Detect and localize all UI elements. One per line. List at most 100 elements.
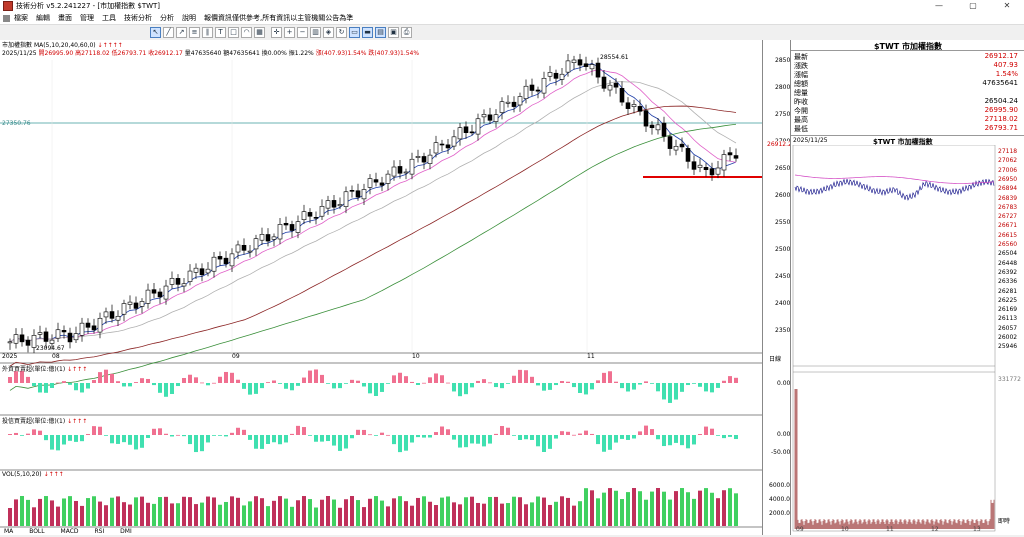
rect-tool-icon[interactable]: □ <box>228 26 239 38</box>
channel-tool-icon[interactable]: ∥ <box>202 26 213 38</box>
layout2-icon[interactable]: ▬ <box>362 26 373 38</box>
price-tag: 26912.2 <box>767 141 792 148</box>
menu-analysis[interactable]: 分析 <box>160 14 174 22</box>
menu-file[interactable]: 檔案 <box>14 14 28 22</box>
dealer-bar <box>686 435 690 449</box>
volume-bar <box>146 502 150 526</box>
close-button[interactable]: ✕ <box>1003 1 1011 10</box>
time-11: 11 <box>886 526 894 533</box>
volume-bar <box>158 497 162 526</box>
dealer-bar <box>344 435 348 449</box>
candle-body <box>637 106 643 112</box>
foreign-bar <box>260 383 264 389</box>
print-icon[interactable]: ⎙ <box>401 26 412 38</box>
candle-body <box>535 89 541 92</box>
tab-boll[interactable]: BOLL <box>29 528 45 535</box>
fib-tool-icon[interactable]: ≡ <box>189 26 200 38</box>
candle-body <box>625 102 631 109</box>
maximize-button[interactable]: ▢ <box>969 1 977 10</box>
chart-area[interactable]: 市加權指數 MA(5,10,20,40,60,0) ↓↑↑↑↑ 2025/11/… <box>0 40 762 535</box>
intraday-tick: 26504 <box>998 250 1018 258</box>
tick-26000: 26000 <box>775 192 795 199</box>
dealer-bar <box>374 435 378 436</box>
dealer-tick-50: -50.00 <box>771 449 791 456</box>
foreign-bar <box>644 381 648 383</box>
menu-technical[interactable]: 技術分析 <box>124 14 152 22</box>
volume-bar <box>386 506 390 526</box>
zoom-in-icon[interactable]: + <box>284 26 295 38</box>
menu-manage[interactable]: 管理 <box>80 14 94 22</box>
quote-row-amount: 總額 47635641 <box>794 79 1022 88</box>
candle-body <box>445 144 451 149</box>
volume-bar <box>704 488 708 526</box>
text-tool-icon[interactable]: T <box>215 26 226 38</box>
layout3-icon[interactable]: ▤ <box>375 26 386 38</box>
dealer-bar <box>248 435 252 440</box>
tab-rsi[interactable]: RSI <box>94 528 105 535</box>
save-icon[interactable]: ▣ <box>388 26 399 38</box>
arc-tool-icon[interactable]: ◠ <box>241 26 252 38</box>
quote-key: 總量 <box>794 89 808 97</box>
menu-view[interactable]: 畫面 <box>58 14 72 22</box>
dealer-bar <box>368 434 372 436</box>
foreign-bar <box>500 383 504 389</box>
foreign-bar <box>446 382 450 384</box>
minimize-button[interactable]: — <box>935 1 943 10</box>
cursor-tool-icon[interactable]: ↖ <box>150 26 161 38</box>
intraday-tick: 26839 <box>998 194 1018 202</box>
candle-body <box>499 101 505 113</box>
volume-bar <box>248 501 252 526</box>
volume-bar <box>716 498 720 526</box>
dealer-bar <box>644 425 648 435</box>
layout1-icon[interactable]: ▭ <box>349 26 360 38</box>
dealer-bar <box>80 435 84 442</box>
intraday-tick: 26281 <box>998 287 1018 295</box>
tab-macd[interactable]: MACD <box>60 528 79 535</box>
candle-body <box>43 331 49 342</box>
menu-help[interactable]: 說明 <box>182 14 196 22</box>
intraday-tick: 26392 <box>998 268 1018 276</box>
ma-line <box>9 69 737 343</box>
candle-body <box>259 234 265 241</box>
grid-icon[interactable]: ▦ <box>254 26 265 38</box>
menu-disclaimer: 報價資訊僅供參考,所有資訊以主管機關公告為準 <box>204 14 354 22</box>
zoom-out-icon[interactable]: − <box>297 26 308 38</box>
menu-edit[interactable]: 編輯 <box>36 14 50 22</box>
tab-dmi[interactable]: DMI <box>120 528 132 535</box>
volume-bar <box>362 507 366 526</box>
ray-tool-icon[interactable]: ↗ <box>176 26 187 38</box>
foreign-bar <box>14 371 18 383</box>
chart-svg[interactable] <box>0 40 762 535</box>
dealer-bar <box>308 435 312 436</box>
refresh-icon[interactable]: ↻ <box>336 26 347 38</box>
foreign-bar <box>296 383 300 386</box>
foreign-bar <box>194 377 198 383</box>
line-tool-icon[interactable]: ╱ <box>163 26 174 38</box>
intraday-tick: 26894 <box>998 185 1018 193</box>
quote-value: 26793.71 <box>984 124 1018 132</box>
volume-bar <box>356 500 360 526</box>
foreign-bar <box>32 383 36 386</box>
candle-body <box>559 73 565 80</box>
dealer-bar <box>572 434 576 436</box>
bars-icon[interactable]: ▥ <box>310 26 321 38</box>
menu-tools[interactable]: 工具 <box>102 14 116 22</box>
candle-body <box>49 339 55 344</box>
candle-body <box>25 339 31 346</box>
candle-body <box>289 224 295 231</box>
intraday-chart[interactable] <box>791 145 1024 535</box>
foreign-bar <box>710 383 714 393</box>
dealer-bar <box>554 435 558 439</box>
volume-bar <box>200 502 204 526</box>
color-icon[interactable]: ◈ <box>323 26 334 38</box>
dealer-header: 投信買賣超(單位:億)(1) ↓↑↑↑ <box>2 416 87 425</box>
crosshair-icon[interactable]: ✛ <box>271 26 282 38</box>
foreign-bar <box>692 383 696 384</box>
dealer-bar <box>128 435 132 445</box>
volume-bar <box>140 496 144 526</box>
candle-body <box>61 330 67 333</box>
candle-body <box>181 283 187 287</box>
volume-bar <box>44 496 48 526</box>
tab-ma[interactable]: MA <box>4 528 14 535</box>
candle-body <box>13 334 19 344</box>
